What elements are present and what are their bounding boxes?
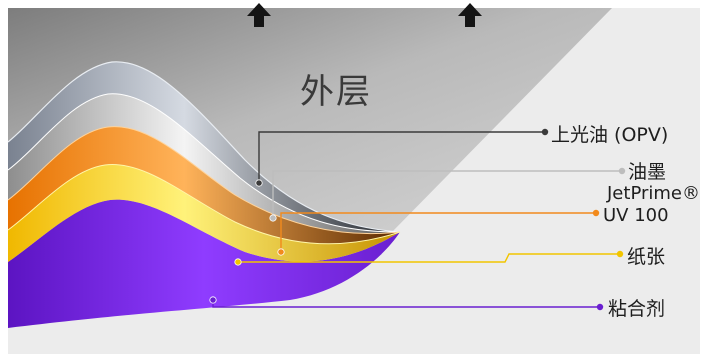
adhesive-label: 粘合剂	[608, 298, 666, 320]
ink-start-dot	[269, 214, 277, 222]
arrow-up-icon	[458, 3, 482, 27]
jetprime-label-line2: UV 100	[603, 205, 669, 226]
jetprime-start-dot	[277, 248, 285, 256]
ink-label: 油墨	[628, 161, 667, 183]
jetprime-layer	[8, 126, 400, 244]
outer-layer-title: 外层	[300, 72, 372, 112]
opv-leader-line	[258, 131, 545, 183]
arrow-up-icon	[247, 3, 271, 27]
paper-label: 纸张	[627, 246, 666, 268]
adhesive-start-dot	[209, 296, 217, 304]
paper-end-dot	[616, 250, 624, 258]
ink-layer	[8, 93, 400, 234]
paper-leader-line	[238, 253, 620, 263]
ink-end-dot	[618, 167, 626, 175]
paper-start-dot	[234, 258, 242, 266]
jetprime-leader-line	[280, 212, 596, 252]
adhesive-layer	[8, 199, 400, 328]
ink-leader-line	[272, 170, 622, 218]
opv-start-dot	[255, 179, 263, 187]
opv-label: 上光油 (OPV)	[551, 124, 669, 146]
jetprime-end-dot	[592, 209, 600, 217]
opv-end-dot	[541, 128, 549, 136]
adhesive-end-dot	[596, 303, 604, 311]
jetprime-label-line1: JetPrime®	[607, 183, 700, 204]
paper-layer	[8, 164, 400, 262]
